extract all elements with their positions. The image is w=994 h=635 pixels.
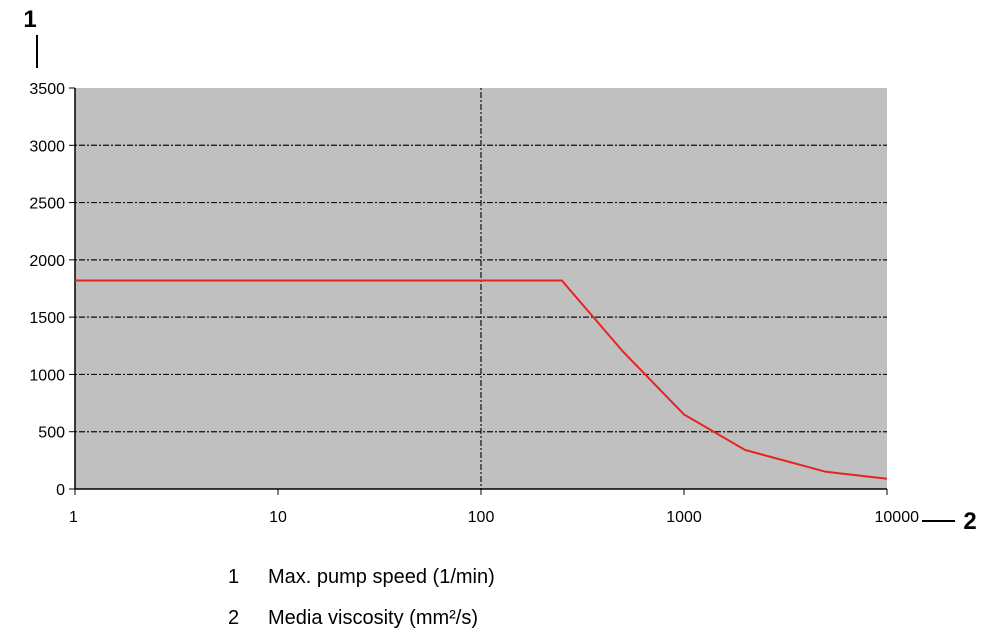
x-tick-label: 1 [69,509,78,526]
y-tick-label: 1500 [29,310,65,327]
x-axis-marker-group: 2 [922,508,977,535]
y-tick-label: 2500 [29,196,65,213]
legend-number: 2 [228,607,240,629]
y-tick-label: 1000 [29,367,65,384]
legend-number: 1 [228,566,240,588]
legend-item-2: 2 Media viscosity (mm²/s) [228,607,478,630]
series-layer [75,279,888,480]
axes [69,87,888,495]
y-axis-marker-group: 1 [23,6,38,68]
y-axis-marker: 1 [23,6,36,33]
x-tick-label: 100 [468,509,495,526]
y-tick-label: 3000 [29,138,65,155]
x-tick-label: 10000 [875,509,920,526]
x-tick-label: 1000 [666,509,702,526]
tick-labels: 0 500 1000 1500 2000 2500 3000 3500 1 10 100 1000 10… [29,81,919,526]
legend-label: Max. pump speed (1/min) [268,566,495,588]
x-tick-label: 10 [269,509,287,526]
grid-lines [75,88,887,489]
y-tick-label: 3500 [29,81,65,98]
legend-label: Media viscosity (mm²/s) [268,607,479,629]
y-tick-label: 2000 [29,253,65,270]
chart: 0 500 1000 1500 2000 2500 3000 3500 1 10 100 1000 10… [23,6,977,535]
x-axis-marker: 2 [963,508,976,535]
legend-item-1: 1 Max. pump speed (1/min) [228,566,495,589]
y-tick-label: 0 [56,482,65,499]
y-tick-label: 500 [38,425,65,442]
series-line [75,279,888,480]
